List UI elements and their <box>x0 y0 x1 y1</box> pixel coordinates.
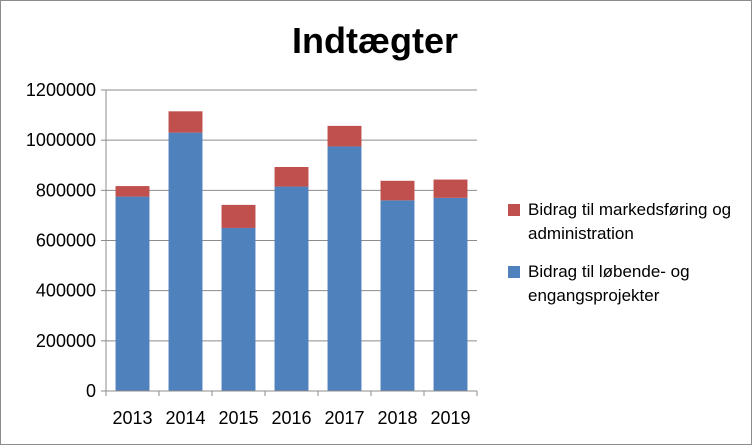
bar-marketing-2014 <box>168 111 203 133</box>
legend-swatch-projects <box>508 266 520 278</box>
bar-projects-2018 <box>380 200 415 391</box>
x-tick-label: 2016 <box>271 408 311 428</box>
bar-projects-2016 <box>274 186 309 391</box>
y-axis: 0 200000 400000 600000 800000 1000000 1200000 <box>26 80 107 401</box>
legend-swatch-marketing <box>508 204 520 216</box>
bar-marketing-2015 <box>221 204 256 228</box>
legend: Bidrag til markedsføring og administrati… <box>508 198 743 322</box>
x-tick-label: 2014 <box>165 408 205 428</box>
legend-label-marketing: Bidrag til markedsføring og administrati… <box>528 200 732 243</box>
legend-item-marketing: Bidrag til markedsføring og administrati… <box>508 198 743 246</box>
y-tick-label: 800000 <box>36 180 96 200</box>
x-axis: 2013 2014 2015 2016 2017 2018 2019 <box>105 390 478 428</box>
y-tick-label: 1200000 <box>26 80 96 100</box>
bar-marketing-2016 <box>274 167 309 187</box>
chart-title: Indtægter <box>292 20 458 61</box>
bar-marketing-2013 <box>115 186 150 197</box>
bar-projects-2014 <box>168 132 203 391</box>
x-tick-label: 2013 <box>112 408 152 428</box>
x-tick-label: 2018 <box>377 408 417 428</box>
bar-projects-2015 <box>221 227 256 391</box>
y-tick-label: 1000000 <box>26 130 96 150</box>
bar-projects-2013 <box>115 196 150 391</box>
x-tick-label: 2017 <box>324 408 364 428</box>
bar-projects-2019 <box>433 197 468 391</box>
legend-item-projects: Bidrag til løbende- og engangsprojekter <box>508 260 743 308</box>
y-tick-label: 200000 <box>36 331 96 351</box>
y-tick-label: 0 <box>86 381 96 401</box>
bar-marketing-2018 <box>380 180 415 201</box>
bars <box>115 111 468 391</box>
legend-label-projects: Bidrag til løbende- og engangsprojekter <box>528 262 690 305</box>
x-tick-label: 2019 <box>430 408 470 428</box>
bar-projects-2017 <box>327 146 362 391</box>
y-tick-label: 400000 <box>36 281 96 301</box>
y-tick-label: 600000 <box>36 231 96 251</box>
bar-marketing-2017 <box>327 125 362 147</box>
bar-marketing-2019 <box>433 179 468 198</box>
x-tick-label: 2015 <box>218 408 258 428</box>
